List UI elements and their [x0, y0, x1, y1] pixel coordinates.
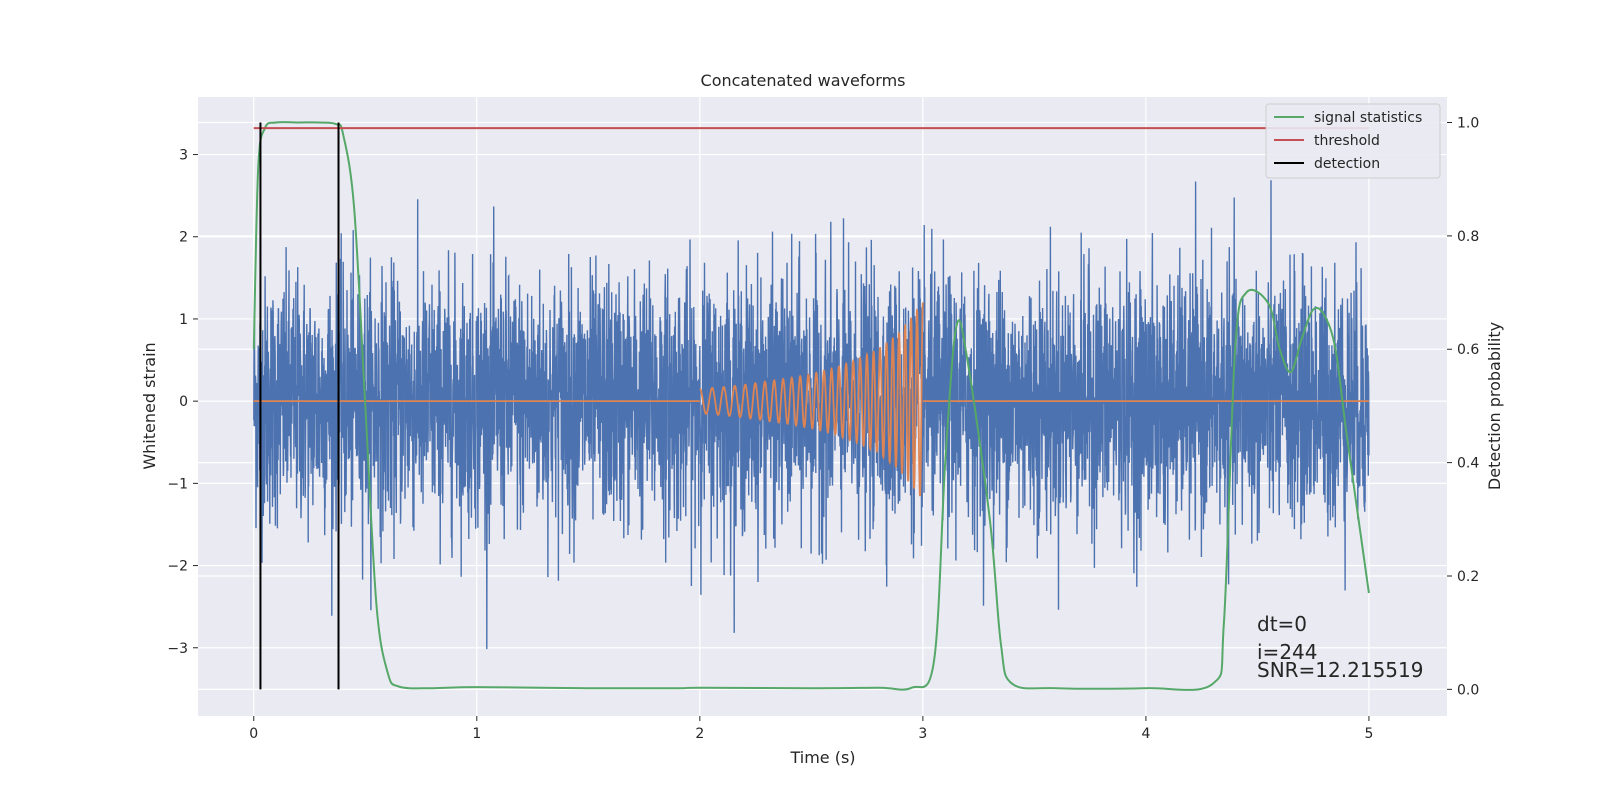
y-tick-label: −2	[167, 559, 188, 575]
annotation-dt: dt=0	[1257, 612, 1307, 636]
y-axis-label: Whitened strain	[140, 342, 159, 469]
y2-tick-label: 0.4	[1457, 456, 1479, 472]
y-tick-label: 1	[179, 312, 188, 328]
waveform-chirp	[699, 302, 924, 497]
annotation-index: i=244	[1257, 640, 1318, 664]
x-tick-label: 5	[1364, 726, 1373, 742]
strain-series	[253, 180, 1370, 650]
chart-title-group: Concatenated waveforms	[701, 71, 906, 90]
legend: signal statistics threshold detection	[1265, 103, 1441, 179]
y-tick-label: −1	[167, 476, 188, 492]
axes: 0 1 2 3 4 5 −3 −2 −1 0 1 2 3 0.0 0.2 0.4 0.6 0.8 1.0	[167, 116, 1479, 742]
x-tick-label: 4	[1141, 726, 1150, 742]
y2-tick-label: 1.0	[1457, 116, 1479, 132]
x-tick-label: 3	[918, 726, 927, 742]
legend-label-detection: detection	[1314, 156, 1380, 172]
y2-tick-label: 0.0	[1457, 682, 1479, 698]
y2-tick-label: 0.6	[1457, 342, 1479, 358]
y2-tick-label: 0.8	[1457, 229, 1479, 245]
y2-axis-label: Detection probability	[1485, 322, 1504, 490]
y-tick-label: 2	[179, 230, 188, 246]
x-tick-label: 2	[695, 726, 704, 742]
y-tick-label: 0	[179, 394, 188, 410]
x-tick-label: 1	[472, 726, 481, 742]
chart-title: Concatenated waveforms	[701, 71, 906, 90]
annotations: dt=0 i=244 SNR=12.215519	[1257, 612, 1423, 682]
legend-label-signal: signal statistics	[1314, 110, 1422, 126]
annotation-snr: SNR=12.215519	[1257, 658, 1423, 682]
x-tick-label: 0	[249, 726, 258, 742]
signal-statistics-line	[252, 121, 1370, 691]
legend-box	[1265, 103, 1441, 179]
y-tick-label: 3	[179, 148, 188, 164]
y2-tick-label: 0.2	[1457, 569, 1479, 585]
x-axis-label: Time (s)	[789, 748, 855, 767]
series-layer	[252, 121, 1370, 691]
y-tick-label: −3	[167, 641, 188, 657]
legend-label-threshold: threshold	[1314, 133, 1380, 149]
